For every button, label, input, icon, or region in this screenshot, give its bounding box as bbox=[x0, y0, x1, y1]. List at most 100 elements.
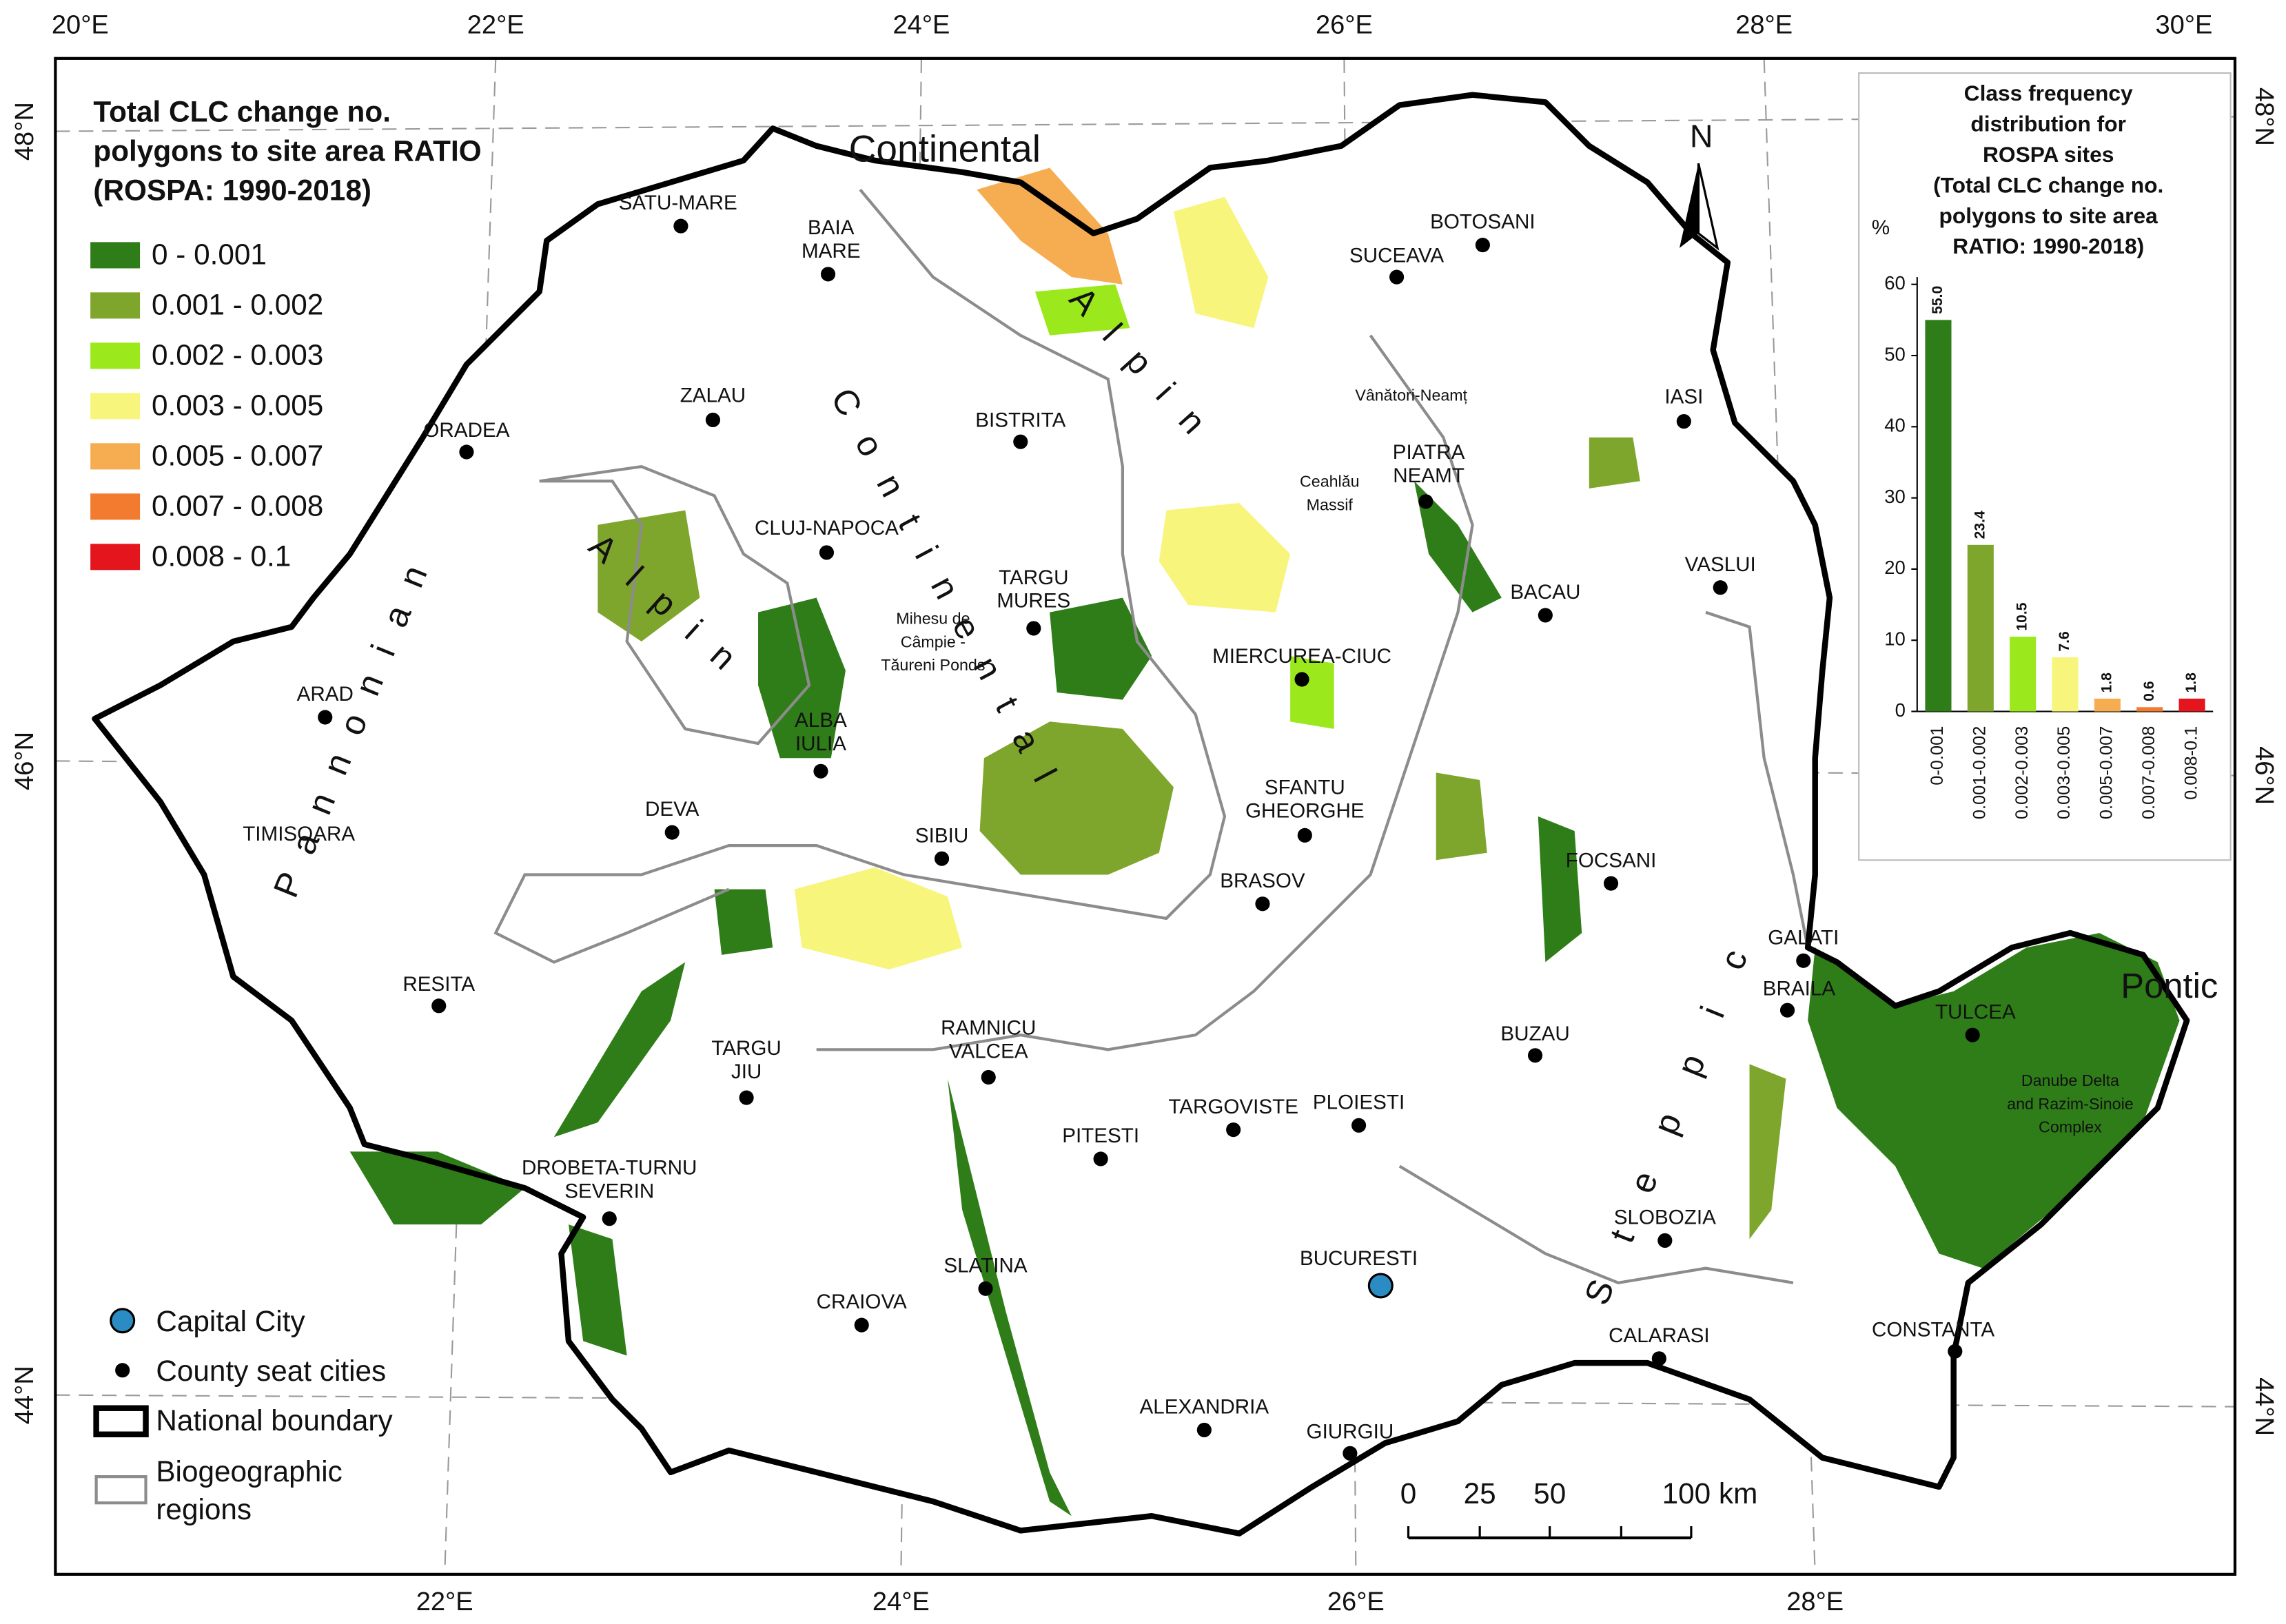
county-seat bbox=[1418, 494, 1433, 509]
county-seat bbox=[673, 218, 688, 234]
city-label: ZALAU bbox=[680, 384, 746, 407]
north-arrow: N bbox=[1679, 118, 1719, 251]
inset-bar bbox=[2052, 657, 2079, 712]
legend-label: 0.003 - 0.005 bbox=[152, 389, 323, 422]
city-label: TIMISOARA bbox=[243, 823, 355, 845]
legend-county bbox=[115, 1363, 130, 1378]
inset-bar bbox=[2094, 698, 2121, 712]
protected-area bbox=[553, 962, 686, 1138]
city-label: RAMNICU bbox=[941, 1017, 1036, 1040]
city-label: JIU bbox=[731, 1060, 762, 1083]
inset-category-label: 0.007-0.008 bbox=[2139, 726, 2159, 819]
city-label: BISTRITA bbox=[975, 409, 1065, 431]
protected-area bbox=[1589, 437, 1640, 489]
scale-label: 100 km bbox=[1662, 1477, 1758, 1510]
county-seat bbox=[1651, 1351, 1666, 1366]
protected-area bbox=[977, 167, 1123, 285]
county-seat bbox=[1093, 1151, 1108, 1166]
lon-label: 22°E bbox=[416, 1587, 473, 1616]
county-seat bbox=[1713, 580, 1728, 595]
county-seat bbox=[981, 1069, 996, 1085]
inset-value-label: 55.0 bbox=[1930, 286, 1946, 314]
inset-bar bbox=[2178, 698, 2205, 712]
legend-label: 0.002 - 0.003 bbox=[152, 339, 323, 371]
lon-label: 24°E bbox=[872, 1587, 930, 1616]
protected-area bbox=[794, 867, 963, 969]
north-label: N bbox=[1690, 118, 1713, 154]
county-seat bbox=[1965, 1027, 1980, 1042]
legend-label: regions bbox=[156, 1493, 252, 1525]
lat-label: 48°N bbox=[2249, 88, 2278, 146]
protected-area bbox=[569, 1224, 627, 1356]
legend-title: Total CLC change no. bbox=[93, 95, 391, 127]
protected-areas bbox=[349, 167, 2180, 1517]
place-label: Tăureni Ponds bbox=[881, 656, 985, 674]
inset-tick-label: 50 bbox=[1884, 343, 1906, 364]
county-seat bbox=[820, 267, 836, 282]
county-seat bbox=[1294, 672, 1309, 687]
city-label: FOCSANI bbox=[1566, 849, 1657, 872]
national-boundary bbox=[92, 92, 2190, 1536]
county-seat bbox=[459, 444, 474, 460]
legend-label: National boundary bbox=[156, 1404, 393, 1437]
city-label: CONSTANTA bbox=[1872, 1318, 1994, 1341]
inset-title: Class frequency bbox=[1964, 81, 2133, 105]
place-label: and Razim-Sinoie bbox=[2007, 1095, 2134, 1113]
city-label: SIBIU bbox=[915, 824, 968, 847]
biogeographic-regions bbox=[493, 188, 1810, 1284]
protected-area bbox=[1749, 1064, 1786, 1240]
inset-bar bbox=[1925, 320, 1952, 712]
legend-swatch bbox=[90, 242, 141, 269]
city-label: PLOIESTI bbox=[1313, 1091, 1405, 1113]
city-label: GIURGIU bbox=[1307, 1421, 1394, 1443]
city-label: BRASOV bbox=[1220, 870, 1305, 892]
inset-title: RATIO: 1990-2018) bbox=[1952, 234, 2144, 258]
county-seat bbox=[819, 545, 835, 560]
city-label: VASLUI bbox=[1685, 553, 1756, 576]
protected-area bbox=[1173, 196, 1269, 329]
inset-category-label: 0.001-0.002 bbox=[1970, 726, 1990, 819]
region-boundary bbox=[1398, 1164, 1794, 1284]
lon-label: 24°E bbox=[892, 10, 950, 39]
lat-label: 44°N bbox=[2249, 1377, 2278, 1436]
lat-label: 46°N bbox=[10, 732, 39, 790]
place-label: Mihesu de bbox=[896, 609, 970, 627]
legend-swatch bbox=[90, 342, 141, 369]
scale-label: 50 bbox=[1533, 1477, 1566, 1510]
city-label: BUCURESTI bbox=[1300, 1247, 1418, 1270]
city-label: TARGOVISTE bbox=[1168, 1096, 1298, 1118]
county-seat bbox=[978, 1281, 993, 1296]
north-arrow-left bbox=[1679, 163, 1699, 248]
lon-label: 30°E bbox=[2155, 10, 2212, 39]
city-label: BAIA bbox=[808, 216, 855, 239]
inset-tick-label: 40 bbox=[1884, 415, 1906, 436]
protected-area bbox=[1159, 503, 1291, 613]
lon-label: 28°E bbox=[1786, 1587, 1844, 1616]
county-seat bbox=[739, 1090, 754, 1105]
inset-value-label: 0.6 bbox=[2141, 681, 2157, 701]
county-seat bbox=[431, 998, 447, 1014]
city-label: BUZAU bbox=[1500, 1022, 1569, 1045]
legend-boundary bbox=[93, 1405, 149, 1438]
city-label: PIATRA bbox=[1393, 441, 1465, 464]
county-seat bbox=[602, 1211, 617, 1226]
city-label: PITESTI bbox=[1062, 1124, 1139, 1147]
city-label: IASI bbox=[1664, 386, 1703, 409]
inset-category-label: 0.005-0.007 bbox=[2097, 726, 2116, 819]
inset-tick-label: 0 bbox=[1895, 699, 1906, 721]
inset-panel bbox=[1858, 72, 2232, 861]
city-label: SEVERIN bbox=[564, 1180, 654, 1202]
protected-area bbox=[979, 721, 1174, 875]
city-label: IULIA bbox=[795, 732, 846, 755]
county-seat bbox=[1013, 434, 1028, 449]
inset-value-label: 1.8 bbox=[2099, 672, 2114, 693]
place-label: Vânători-Neamț bbox=[1355, 387, 1467, 404]
legend-label: 0.008 - 0.1 bbox=[152, 540, 291, 573]
legend-label: 0 - 0.001 bbox=[152, 238, 267, 271]
place-label: Danube Delta bbox=[2021, 1071, 2119, 1089]
inset-value-label: 10.5 bbox=[2014, 602, 2030, 630]
county-seat bbox=[318, 710, 333, 725]
place-label: Complex bbox=[2039, 1118, 2102, 1136]
